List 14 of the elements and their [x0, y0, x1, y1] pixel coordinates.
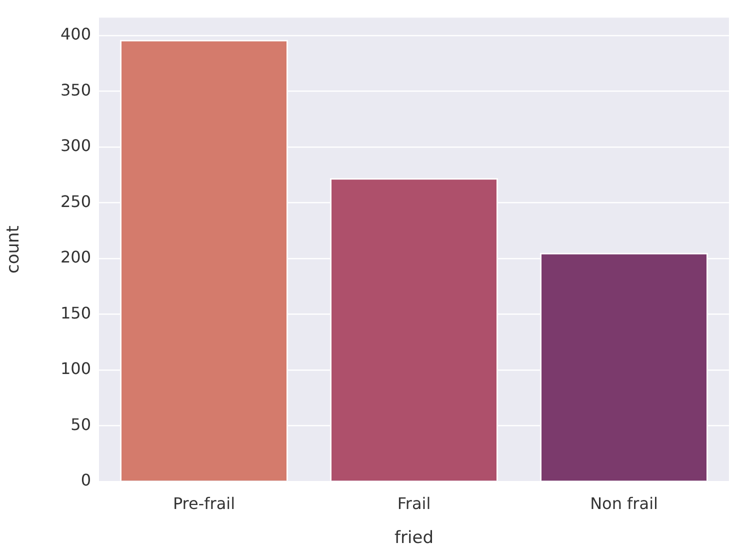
x-axis-title: fried — [394, 528, 434, 548]
y-tick-label: 0 — [80, 470, 91, 490]
y-tick-label: 150 — [60, 303, 91, 322]
x-tick-label: Non frail — [590, 494, 658, 514]
y-tick-label: 300 — [60, 136, 91, 156]
y-tick-label: 200 — [60, 248, 91, 267]
x-tick-label: Pre-frail — [172, 494, 236, 514]
y-tick-label: 350 — [60, 80, 91, 100]
x-tick-label: Frail — [397, 494, 431, 514]
y-tick-label: 100 — [60, 359, 91, 378]
y-tick-label: 50 — [70, 414, 91, 434]
y-axis-title: count — [4, 225, 24, 274]
y-tick-label: 400 — [60, 24, 91, 44]
y-tick-label: 250 — [60, 192, 91, 211]
